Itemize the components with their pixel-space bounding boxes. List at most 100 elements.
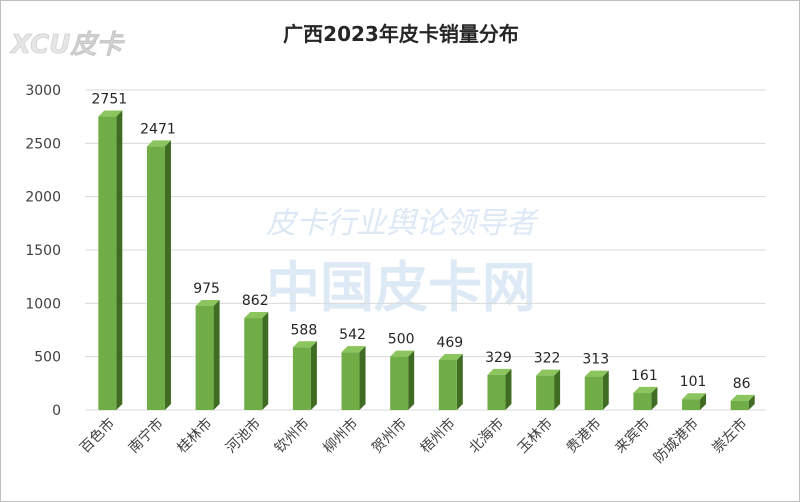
bar-front xyxy=(390,356,409,410)
bar-1: 2751 xyxy=(92,92,128,410)
bar-side xyxy=(651,386,658,410)
bar-top xyxy=(292,341,317,348)
x-tick-label: 防城港市 xyxy=(650,415,702,467)
bar-top xyxy=(730,394,755,401)
x-tick-label: 崇左市 xyxy=(709,415,751,457)
x-tick-label: 河池市 xyxy=(222,415,264,457)
grid-lines xyxy=(85,89,766,411)
bar-top xyxy=(487,368,512,375)
bar-top xyxy=(146,140,171,147)
bar-top xyxy=(244,312,269,319)
y-tick-label: 2000 xyxy=(25,190,61,206)
bar-10: 322 xyxy=(534,351,561,410)
data-label: 101 xyxy=(680,374,707,390)
bar-side xyxy=(602,370,609,410)
bar-4: 862 xyxy=(242,293,269,410)
watermark-slogan: 皮卡行业舆论领导者 xyxy=(266,206,539,241)
chart-title: 广西2023年皮卡销量分布 xyxy=(283,22,519,46)
bar-3: 975 xyxy=(193,281,220,410)
bar-top xyxy=(98,110,123,117)
bar-side xyxy=(700,393,707,410)
bar-top xyxy=(390,350,415,357)
data-label: 322 xyxy=(534,351,561,367)
bar-side xyxy=(164,140,171,410)
bar-top xyxy=(438,353,463,360)
x-tick-label: 来宾市 xyxy=(612,415,654,457)
data-label: 469 xyxy=(436,335,463,351)
bar-front xyxy=(341,352,360,410)
bar-14: 86 xyxy=(730,376,755,410)
bar-11: 313 xyxy=(582,352,609,410)
bar-front xyxy=(292,347,311,410)
bar-8: 469 xyxy=(436,335,463,410)
data-label: 329 xyxy=(485,350,512,366)
bar-top xyxy=(536,369,561,376)
bar-front xyxy=(244,318,263,410)
bar-5: 588 xyxy=(291,322,318,410)
data-label: 313 xyxy=(582,352,609,368)
bar-2: 2471 xyxy=(140,121,176,410)
bar-top xyxy=(584,370,609,377)
bar-front xyxy=(730,400,749,410)
x-axis: 百色市 南宁市 桂林市 河池市 钦州市 柳州市 贺州市 梧州市 北海市 玉林市 贵港市 来宾市防城港市… xyxy=(76,415,750,467)
y-tick-label: 500 xyxy=(34,350,61,366)
bars: 2751 2471 975 862 588 542 500 469 329 322 313 161 10… xyxy=(92,92,755,410)
bar-side xyxy=(359,346,366,410)
x-tick-label: 钦州市 xyxy=(271,415,313,457)
logo-text: XCU皮卡 xyxy=(9,30,125,60)
x-tick-label: 贵港市 xyxy=(563,415,605,457)
y-tick-label: 0 xyxy=(52,403,61,419)
bar-side xyxy=(262,312,269,410)
data-label: 161 xyxy=(631,368,658,384)
x-tick-label: 贺州市 xyxy=(368,415,410,457)
bar-7: 500 xyxy=(388,332,415,410)
data-label: 542 xyxy=(339,327,366,343)
bar-side xyxy=(310,341,317,410)
y-tick-label: 3000 xyxy=(25,83,61,99)
data-label: 975 xyxy=(193,281,220,297)
y-tick-label: 1500 xyxy=(25,243,61,259)
y-tick-label: 1000 xyxy=(25,296,61,312)
x-tick-label: 梧州市 xyxy=(417,415,459,457)
x-tick-label: 北海市 xyxy=(466,415,508,457)
y-tick-label: 2500 xyxy=(25,136,61,152)
logo: XCU皮卡 xyxy=(9,30,126,61)
bar-6: 542 xyxy=(339,327,366,410)
bar-front xyxy=(536,375,555,410)
y-axis: 0 500 1000 1500 2000 2500 3000 xyxy=(25,83,61,419)
x-tick-label: 玉林市 xyxy=(514,415,556,457)
data-label: 86 xyxy=(733,376,751,392)
bar-side xyxy=(505,368,512,410)
bar-top xyxy=(341,346,366,353)
bar-front xyxy=(682,399,701,410)
bar-side xyxy=(456,353,463,410)
data-label: 2751 xyxy=(92,92,128,108)
bar-front xyxy=(633,392,652,410)
bar-top xyxy=(682,393,707,400)
bar-side xyxy=(748,394,755,410)
bar-front xyxy=(438,359,457,410)
x-tick-label: 百色市 xyxy=(76,415,118,457)
bar-12: 161 xyxy=(631,368,658,410)
x-tick-label: 南宁市 xyxy=(125,415,167,457)
bar-front xyxy=(195,306,214,410)
data-label: 2471 xyxy=(140,121,176,137)
bar-9: 329 xyxy=(485,350,512,410)
bar-side xyxy=(554,369,561,410)
bar-front xyxy=(146,146,165,410)
bar-front xyxy=(584,376,603,410)
data-label: 500 xyxy=(388,332,415,348)
data-label: 862 xyxy=(242,293,269,309)
bar-front xyxy=(487,374,506,410)
bar-side xyxy=(213,300,220,410)
x-tick-label: 桂林市 xyxy=(174,415,216,457)
bar-13: 101 xyxy=(680,374,707,410)
data-label: 588 xyxy=(291,322,318,338)
watermark-brand: 中国皮卡网 xyxy=(266,256,536,319)
bar-front xyxy=(98,116,117,410)
x-tick-label: 柳州市 xyxy=(320,415,362,457)
bar-side xyxy=(408,350,415,410)
bar-top xyxy=(633,386,658,393)
